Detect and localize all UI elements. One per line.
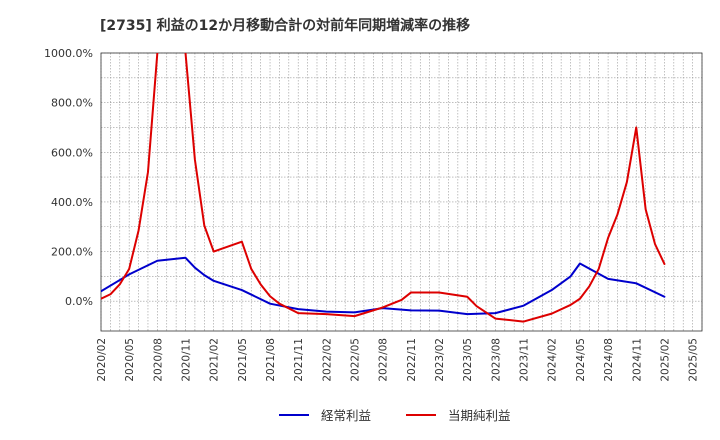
grid-layer	[100, 52, 703, 331]
series-layer	[101, 53, 666, 323]
x-tick-label: 2020/08	[152, 338, 164, 382]
y-tick-label: 1000.0%	[44, 47, 93, 60]
y-tick-label: 800.0%	[51, 97, 93, 110]
x-tick-label: 2021/11	[293, 338, 305, 382]
plot-frame	[100, 52, 703, 332]
x-tick-label: 2023/02	[434, 338, 446, 382]
legend-label-1: 経常利益	[321, 408, 371, 423]
x-tick-label: 2023/05	[462, 338, 474, 382]
y-tick-label: 400.0%	[51, 196, 93, 209]
x-tick-label: 2023/11	[519, 338, 531, 382]
legend: 経常利益 当期純利益	[279, 408, 511, 423]
x-tick-label: 2023/08	[490, 338, 502, 382]
y-tick-label: 200.0%	[51, 246, 93, 259]
x-tick-label: 2024/11	[631, 338, 643, 382]
x-tick-label: 2025/02	[659, 338, 671, 382]
y-tick-label: 600.0%	[51, 146, 93, 159]
x-tick-label: 2020/11	[181, 338, 193, 382]
legend-label-2: 当期純利益	[448, 408, 511, 423]
x-tick-label: 2021/08	[265, 338, 277, 382]
x-tick-label: 2022/11	[406, 338, 418, 382]
series-line-2	[101, 53, 666, 323]
x-tick-label: 2024/05	[575, 338, 587, 382]
x-tick-label: 2021/02	[209, 338, 221, 382]
x-tick-label: 2025/05	[688, 338, 700, 382]
x-tick-label: 2020/02	[96, 338, 108, 382]
x-tick-label: 2020/05	[124, 338, 136, 382]
x-tick-label: 2024/08	[603, 338, 615, 382]
y-tick-label: 0.0%	[65, 295, 93, 308]
y-axis: 0.0% 200.0% 400.0% 600.0% 800.0% 1000.0%	[44, 47, 93, 308]
x-tick-label: 2021/05	[237, 338, 249, 382]
chart-title: [2735] 利益の12か月移動合計の対前年同期増減率の推移	[100, 17, 470, 34]
series-line-1	[101, 256, 666, 316]
x-tick-label: 2022/02	[321, 338, 333, 382]
x-tick-label: 2024/02	[547, 338, 559, 382]
x-tick-label: 2022/08	[378, 338, 390, 382]
x-tick-label: 2022/05	[350, 338, 362, 382]
x-axis: 2020/02 2020/05 2020/08 2020/11 2021/02 2021/…	[96, 338, 700, 382]
